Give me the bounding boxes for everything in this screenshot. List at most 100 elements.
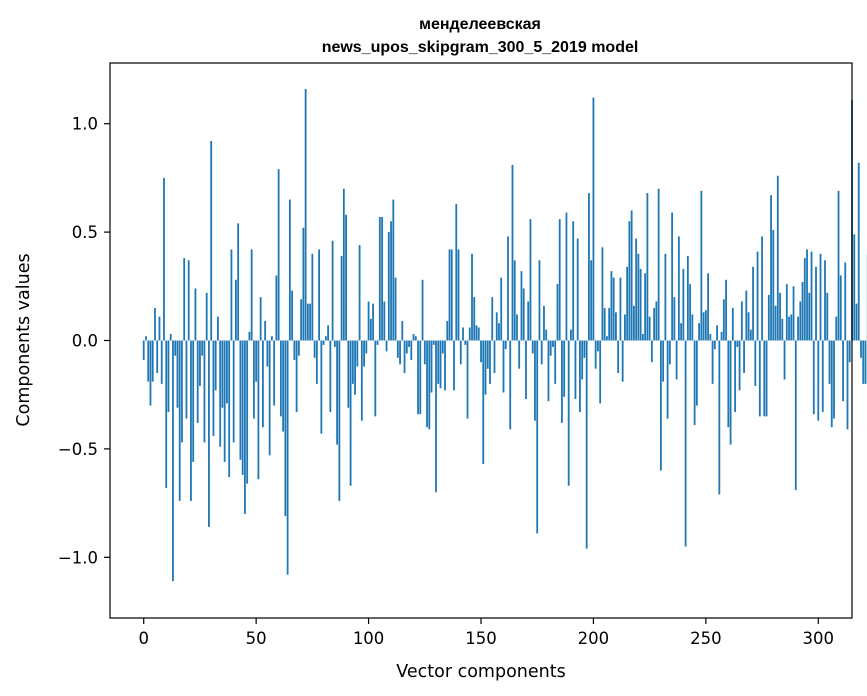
bar — [565, 212, 568, 341]
bar — [722, 299, 725, 341]
bar-series — [142, 89, 867, 582]
bar — [608, 307, 611, 341]
bar — [212, 340, 215, 436]
bar — [291, 290, 294, 341]
bar — [725, 279, 727, 341]
bar — [378, 216, 381, 341]
bar — [306, 303, 309, 341]
bar — [376, 340, 379, 345]
bar — [475, 325, 478, 341]
bar — [666, 340, 669, 419]
bar — [313, 340, 316, 358]
bar — [214, 340, 217, 391]
bar — [405, 340, 408, 354]
bar — [718, 340, 721, 495]
bar — [392, 199, 395, 341]
bar — [554, 340, 557, 384]
bar — [644, 273, 647, 341]
bar — [266, 340, 269, 367]
bar — [468, 327, 471, 341]
bar — [864, 340, 867, 384]
bar — [464, 340, 467, 345]
bar — [441, 340, 444, 354]
bar — [333, 340, 336, 347]
bar — [360, 340, 363, 421]
bar — [363, 340, 365, 367]
bar — [700, 190, 703, 341]
bar — [673, 297, 676, 341]
x-axis-label: Vector components — [396, 662, 565, 682]
bar — [758, 340, 761, 417]
bar — [657, 188, 660, 341]
bar — [783, 340, 786, 380]
bar — [203, 340, 206, 443]
y-tick-label: 1.0 — [72, 115, 98, 134]
bar — [331, 240, 334, 341]
bar — [545, 329, 548, 341]
bar — [351, 340, 354, 384]
bar — [342, 188, 345, 341]
bar — [790, 314, 793, 341]
bar — [394, 277, 397, 341]
bar — [637, 253, 640, 341]
bar — [624, 314, 626, 341]
bar — [812, 340, 815, 415]
bar — [716, 325, 718, 341]
bar — [817, 340, 820, 421]
bar — [842, 340, 844, 402]
bar — [385, 340, 388, 352]
bar — [585, 340, 588, 549]
bar — [489, 340, 491, 384]
bar — [668, 340, 671, 365]
bar — [187, 260, 190, 341]
bar — [547, 340, 550, 402]
bar — [432, 340, 435, 345]
bar — [630, 210, 633, 341]
bar — [437, 340, 440, 384]
bar — [450, 249, 453, 341]
bar — [419, 340, 422, 415]
bar — [788, 316, 790, 341]
bar — [540, 340, 543, 365]
bar — [655, 301, 658, 341]
bar — [781, 318, 784, 341]
bar — [570, 329, 572, 341]
bar — [302, 227, 305, 341]
bar — [154, 307, 156, 341]
bar — [754, 340, 757, 387]
bar — [246, 340, 249, 484]
bar — [686, 255, 689, 341]
bar — [794, 340, 797, 491]
bar — [493, 340, 496, 374]
bar — [682, 268, 685, 341]
bar — [311, 253, 314, 341]
bar — [315, 340, 318, 384]
bar — [752, 266, 754, 341]
bar — [466, 340, 469, 419]
bar — [576, 238, 579, 341]
bar — [230, 249, 233, 341]
bar — [529, 219, 532, 341]
bar — [199, 340, 201, 387]
bar — [297, 340, 300, 356]
bar — [408, 340, 410, 347]
bar — [221, 340, 224, 408]
bar — [808, 292, 811, 341]
bar — [417, 340, 419, 415]
bar — [626, 266, 629, 341]
bar — [462, 327, 464, 341]
bar — [709, 334, 712, 341]
bar — [606, 336, 608, 341]
bar — [857, 162, 860, 341]
bar — [821, 340, 824, 413]
bar — [801, 281, 804, 341]
bar — [345, 214, 347, 341]
bar — [358, 245, 361, 341]
bar — [149, 340, 152, 406]
bar — [785, 284, 788, 341]
bar — [259, 297, 262, 341]
bar — [304, 89, 307, 341]
bar — [855, 303, 858, 341]
bar — [165, 340, 168, 488]
bar — [223, 340, 226, 462]
